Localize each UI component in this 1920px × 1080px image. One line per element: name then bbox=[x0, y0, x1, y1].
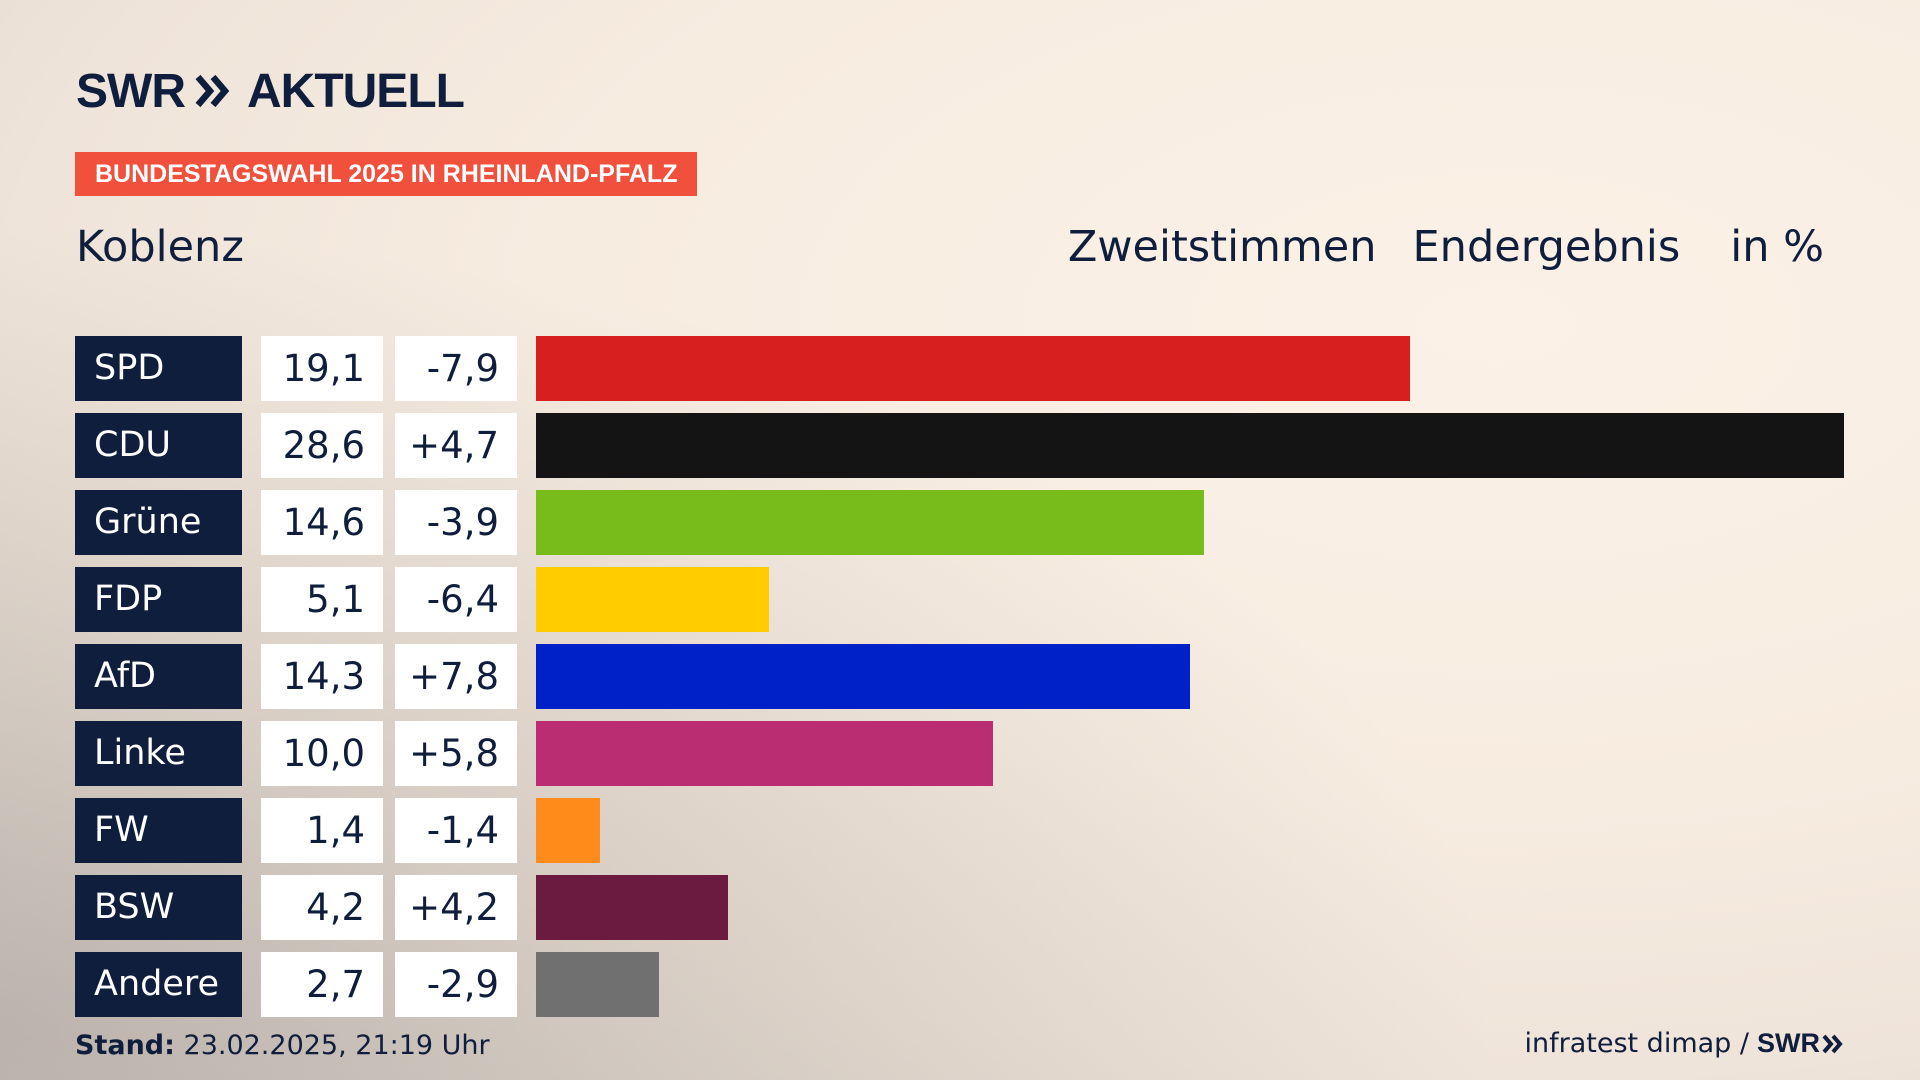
small-double-chevron-icon bbox=[1822, 1034, 1843, 1053]
result-bar bbox=[536, 567, 769, 632]
source-brand-logo: SWR bbox=[1757, 1028, 1844, 1059]
party-label: AfD bbox=[75, 644, 242, 709]
party-label: Andere bbox=[75, 952, 242, 1017]
vote-share-value: 14,3 bbox=[261, 644, 383, 709]
change-value: -7,9 bbox=[395, 336, 517, 401]
result-bar bbox=[536, 413, 1844, 478]
election-tag: BUNDESTAGSWAHL 2025 IN RHEINLAND-PFALZ bbox=[75, 152, 698, 196]
result-bar bbox=[536, 721, 993, 786]
double-chevron-icon bbox=[195, 74, 231, 108]
vote-share-value: 19,1 bbox=[261, 336, 383, 401]
vote-type-label: Zweitstimmen bbox=[1067, 222, 1377, 272]
party-label: Linke bbox=[75, 721, 242, 786]
source-brand-text: SWR bbox=[1757, 1028, 1820, 1058]
result-bar bbox=[536, 490, 1204, 555]
party-label: SPD bbox=[75, 336, 242, 401]
result-bar bbox=[536, 875, 728, 940]
vote-share-value: 4,2 bbox=[261, 875, 383, 940]
vote-share-value: 28,6 bbox=[261, 413, 383, 478]
result-bar bbox=[536, 644, 1190, 709]
timestamp: Stand: 23.02.2025, 21:19 Uhr bbox=[75, 1030, 490, 1061]
vote-share-value: 1,4 bbox=[261, 798, 383, 863]
change-value: -6,4 bbox=[395, 567, 517, 632]
result-bar bbox=[536, 952, 659, 1017]
party-label: Grüne bbox=[75, 490, 242, 555]
change-value: +7,8 bbox=[395, 644, 517, 709]
vote-share-value: 10,0 bbox=[261, 721, 383, 786]
region-title: Koblenz bbox=[76, 222, 244, 272]
change-value: +4,2 bbox=[395, 875, 517, 940]
party-label: BSW bbox=[75, 875, 242, 940]
change-value: +4,7 bbox=[395, 413, 517, 478]
swr-aktuell-logo: SWR AKTUELL bbox=[76, 64, 465, 118]
vote-share-value: 5,1 bbox=[261, 567, 383, 632]
vote-share-value: 14,6 bbox=[261, 490, 383, 555]
stand-value: 23.02.2025, 21:19 Uhr bbox=[183, 1030, 490, 1061]
party-label: FDP bbox=[75, 567, 242, 632]
logo-swr-text: SWR bbox=[76, 64, 186, 118]
status-label: Endergebnis bbox=[1412, 222, 1681, 272]
party-label: FW bbox=[75, 798, 242, 863]
change-value: -3,9 bbox=[395, 490, 517, 555]
logo-aktuell-text: AKTUELL bbox=[246, 64, 465, 118]
change-value: -1,4 bbox=[395, 798, 517, 863]
unit-label: in % bbox=[1730, 222, 1824, 272]
party-label: CDU bbox=[75, 413, 242, 478]
source-credit: infratest dimap / SWR bbox=[1524, 1028, 1844, 1059]
change-value: -2,9 bbox=[395, 952, 517, 1017]
result-bar bbox=[536, 798, 600, 863]
vote-share-value: 2,7 bbox=[261, 952, 383, 1017]
change-value: +5,8 bbox=[395, 721, 517, 786]
stand-label: Stand: bbox=[75, 1030, 175, 1061]
chart-header: Zweitstimmen Endergebnis in % bbox=[1068, 222, 1824, 272]
source-text: infratest dimap / bbox=[1524, 1028, 1749, 1059]
result-bar bbox=[536, 336, 1410, 401]
